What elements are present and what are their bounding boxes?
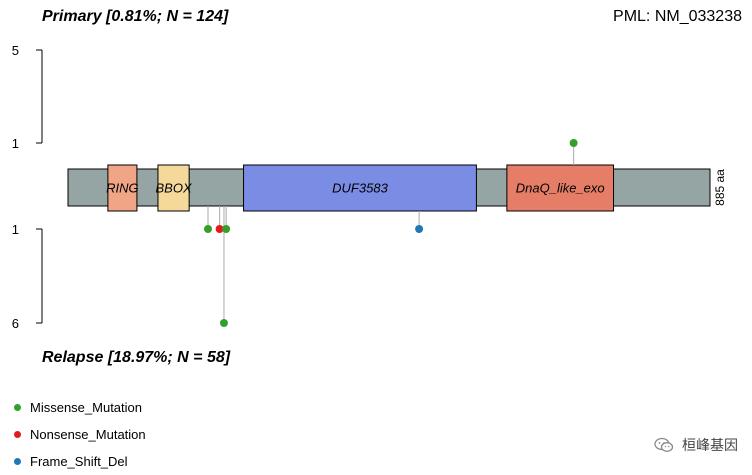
legend-label: Missense_Mutation: [30, 400, 142, 415]
mutation-point: [204, 225, 213, 233]
watermark-text: 桓峰基因: [682, 437, 738, 453]
wechat-icon: [654, 437, 674, 452]
mutation-point: [569, 139, 578, 147]
relapse-title: Relapse [18.97%; N = 58]: [42, 349, 231, 366]
domain-bbox: [157, 164, 190, 212]
bottom-axis-tick-label: 1: [12, 222, 19, 237]
watermark: 桓峰基因: [654, 435, 738, 455]
legend: Missense_Mutation Nonsense_Mutation Fram…: [14, 394, 146, 475]
domain-dnaq-like-exo: [506, 164, 615, 212]
legend-item-nonsense: Nonsense_Mutation: [14, 421, 146, 448]
bottom-axis-tick-label: 6: [12, 316, 19, 331]
domain-label: DUF3583: [332, 181, 388, 196]
legend-dot: [14, 458, 21, 465]
domain-duf3583: [243, 164, 477, 212]
top-axis-tick-label: 5: [12, 43, 19, 58]
domain-label: RING: [106, 181, 139, 196]
domain-ring: [107, 164, 138, 212]
mutation-point: [222, 225, 231, 233]
gene-label: PML: NM_033238: [613, 8, 742, 25]
mutation-point: [215, 225, 224, 233]
legend-item-frameshift: Frame_Shift_Del: [14, 448, 146, 475]
domain-label: DnaQ_like_exo: [516, 181, 605, 196]
top-axis-tick-label: 1: [12, 136, 19, 151]
mutation-point: [219, 319, 228, 327]
domain-label: BBOX: [155, 181, 192, 196]
legend-dot: [14, 404, 21, 411]
primary-title: Primary [0.81%; N = 124]: [42, 8, 229, 25]
mutation-point: [415, 225, 424, 233]
legend-item-missense: Missense_Mutation: [14, 394, 146, 421]
legend-label: Nonsense_Mutation: [30, 427, 146, 442]
legend-label: Frame_Shift_Del: [30, 454, 128, 469]
protein-length-label: 885 aa: [713, 169, 727, 206]
legend-dot: [14, 431, 21, 438]
